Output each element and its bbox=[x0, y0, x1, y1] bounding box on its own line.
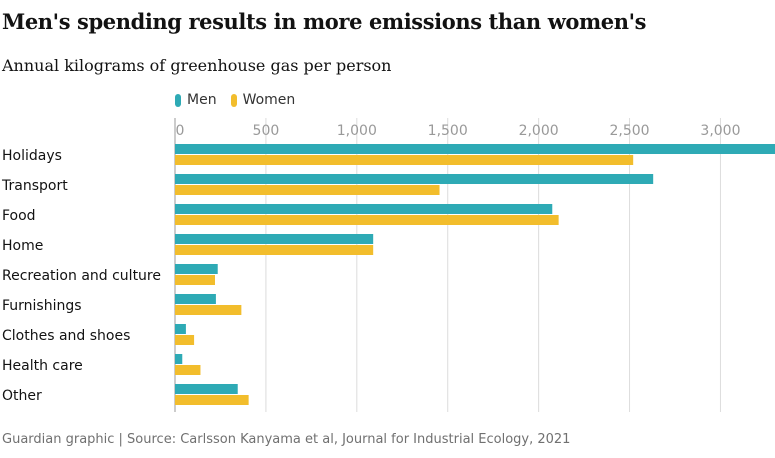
category-label: Health care bbox=[2, 358, 83, 374]
legend-swatch-women bbox=[230, 93, 237, 107]
category-label: Food bbox=[2, 208, 36, 224]
category-label: Other bbox=[2, 388, 42, 404]
legend-item-women: Women bbox=[230, 92, 296, 108]
category-label: Clothes and shoes bbox=[2, 328, 130, 344]
bar-men-furnishings bbox=[175, 294, 216, 304]
bar-women-home bbox=[175, 245, 374, 255]
x-tick-label-2500: 2,500 bbox=[609, 123, 649, 139]
x-tick-label-3000: 3,000 bbox=[700, 123, 740, 139]
bar-women-food bbox=[175, 215, 559, 225]
bar-men-holidays bbox=[175, 144, 775, 154]
category-label: Holidays bbox=[2, 148, 62, 164]
category-label: Transport bbox=[1, 178, 68, 194]
bar-men-other bbox=[175, 384, 238, 394]
source-note: Guardian graphic | Source: Carlsson Kany… bbox=[2, 432, 571, 447]
x-tick-label-0: 0 bbox=[176, 123, 185, 139]
category-label: Furnishings bbox=[2, 298, 82, 314]
x-tick-label-1000: 1,000 bbox=[337, 123, 377, 139]
x-tick-label-2000: 2,000 bbox=[519, 123, 559, 139]
bar-men-clothes-and-shoes bbox=[175, 324, 186, 334]
bar-men-home bbox=[175, 234, 374, 244]
bar-women-transport bbox=[175, 185, 440, 195]
x-tick-label-1500: 1,500 bbox=[428, 123, 468, 139]
bar-women-holidays bbox=[175, 155, 634, 165]
legend-label-women: Women bbox=[242, 92, 296, 108]
legend-item-men: Men bbox=[175, 92, 217, 108]
x-tick-label-500: 500 bbox=[253, 123, 280, 139]
legend-swatch-men bbox=[175, 93, 181, 107]
bar-men-transport bbox=[175, 174, 654, 184]
bar-women-recreation-and-culture bbox=[175, 275, 215, 285]
bar-men-recreation-and-culture bbox=[175, 264, 218, 274]
bar-men-food bbox=[175, 204, 553, 214]
category-label: Recreation and culture bbox=[2, 268, 161, 284]
bar-women-clothes-and-shoes bbox=[175, 335, 195, 345]
bar-women-health-care bbox=[175, 365, 201, 375]
chart-subtitle: Annual kilograms of greenhouse gas per p… bbox=[2, 56, 392, 75]
bar-women-furnishings bbox=[175, 305, 242, 315]
legend: Men Women bbox=[175, 92, 295, 108]
bar-women-other bbox=[175, 395, 249, 405]
chart-title: Men's spending results in more emissions… bbox=[2, 9, 647, 34]
legend-label-men: Men bbox=[187, 92, 217, 108]
bar-men-health-care bbox=[175, 354, 183, 364]
category-label: Home bbox=[2, 238, 43, 254]
